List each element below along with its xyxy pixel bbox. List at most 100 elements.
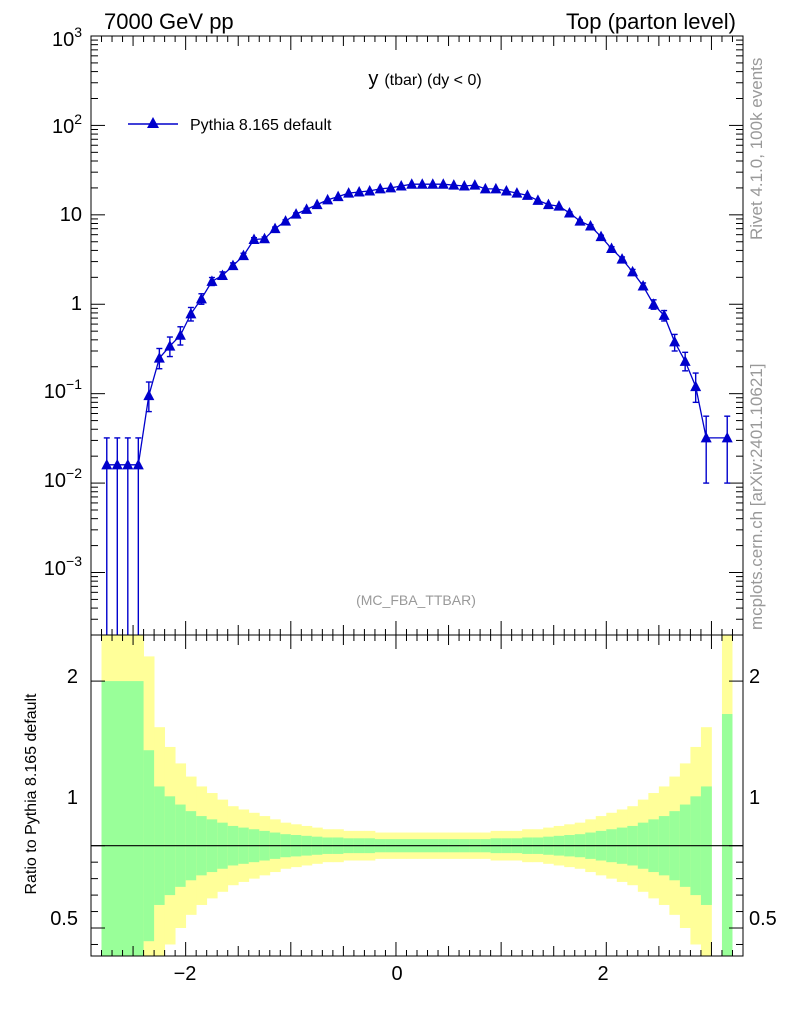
data-point bbox=[311, 198, 323, 210]
band-inner bbox=[101, 681, 144, 956]
ratio-axis-ticks bbox=[90, 635, 744, 956]
xtick-label-minus2: −2 bbox=[174, 963, 197, 985]
xtick-label-2: 2 bbox=[597, 963, 608, 985]
ratio-ytick-1: 1 bbox=[67, 787, 78, 809]
ytick-label-10: 10 bbox=[60, 204, 82, 226]
data-point bbox=[353, 186, 365, 197]
ytick-1e-3-exp: −3 bbox=[66, 553, 82, 569]
series-pythia bbox=[101, 178, 733, 635]
data-point bbox=[343, 187, 355, 198]
data-point bbox=[553, 200, 565, 211]
data-point bbox=[721, 431, 733, 443]
data-point bbox=[164, 340, 176, 351]
data-point bbox=[469, 179, 481, 190]
data-point bbox=[585, 220, 597, 231]
data-point bbox=[101, 458, 113, 470]
legend: Pythia 8.165 default bbox=[128, 117, 332, 134]
ytick-1e-1-exp: −1 bbox=[66, 376, 82, 392]
plot-title-suffix: (tbar) (dy < 0) bbox=[384, 72, 481, 89]
data-point bbox=[511, 187, 523, 198]
ytick-1e2-exp: 2 bbox=[74, 111, 82, 127]
data-point bbox=[595, 230, 607, 242]
data-point bbox=[122, 458, 134, 470]
rivet-label: Rivet 4.1.0, 100k events bbox=[747, 58, 766, 240]
data-point bbox=[322, 193, 334, 205]
energy-label: 7000 GeV pp bbox=[104, 9, 234, 34]
data-point bbox=[374, 182, 386, 194]
ratio-ytick-0.5: 0.5 bbox=[50, 908, 78, 930]
data-point bbox=[669, 335, 681, 347]
data-point bbox=[332, 190, 344, 202]
data-point bbox=[206, 275, 218, 286]
data-point bbox=[448, 179, 460, 190]
ytick-label-1e-3: 10−3 bbox=[44, 553, 82, 580]
data-point bbox=[700, 431, 712, 443]
data-point bbox=[185, 307, 197, 319]
data-point bbox=[532, 194, 544, 205]
mcplots-label: mcplots.cern.ch [arXiv:2401.10621] bbox=[747, 364, 766, 630]
main-panel: 10−3 10−2 10−1 1 10 102 103 y (tbar) (dy … bbox=[44, 24, 744, 636]
data-point bbox=[290, 208, 302, 219]
data-point bbox=[364, 184, 376, 196]
data-point bbox=[658, 309, 670, 320]
data-point bbox=[174, 329, 186, 340]
data-point bbox=[237, 249, 249, 261]
data-point bbox=[521, 189, 533, 200]
data-point bbox=[690, 380, 702, 392]
series-line bbox=[106, 183, 728, 466]
data-point bbox=[259, 232, 271, 244]
data-point bbox=[195, 292, 207, 304]
ratio-panel: 0.5 1 2 0.5 1 2 −2 0 2 Ratio to Pythia 8… bbox=[23, 634, 777, 985]
data-point bbox=[574, 215, 586, 226]
data-point bbox=[406, 178, 418, 189]
ratio-ytick-2: 2 bbox=[67, 666, 78, 688]
process-label: Top (parton level) bbox=[566, 9, 736, 34]
data-point bbox=[679, 355, 691, 366]
ytick-1e2-base: 10 bbox=[52, 116, 74, 138]
data-point bbox=[616, 253, 628, 264]
plot-title-main: y bbox=[368, 68, 378, 90]
ratio-ylabel: Ratio to Pythia 8.165 default bbox=[23, 693, 40, 895]
data-point bbox=[132, 458, 144, 470]
band-inner bbox=[721, 714, 733, 956]
data-point bbox=[143, 389, 155, 401]
ytick-label-1e3: 103 bbox=[52, 24, 82, 51]
data-point bbox=[563, 206, 575, 218]
ytick-1e-2-exp: −2 bbox=[66, 465, 82, 481]
ytick-label-1: 1 bbox=[71, 293, 82, 315]
ratio-bands bbox=[101, 635, 733, 956]
ytick-1e-3-base: 10 bbox=[44, 558, 66, 580]
data-point bbox=[479, 182, 491, 194]
data-point bbox=[437, 178, 449, 189]
ratio-ytick-right-2: 2 bbox=[749, 666, 760, 688]
data-point bbox=[427, 178, 439, 189]
ytick-1e3-exp: 3 bbox=[74, 24, 82, 40]
ytick-1e-2-base: 10 bbox=[44, 470, 66, 492]
ratio-ytick-right-0.5: 0.5 bbox=[749, 908, 777, 930]
data-point bbox=[458, 180, 470, 191]
data-point bbox=[395, 180, 407, 191]
data-point bbox=[637, 279, 649, 291]
data-point bbox=[153, 352, 165, 363]
data-point bbox=[606, 242, 618, 254]
data-point bbox=[542, 198, 554, 210]
data-point bbox=[385, 181, 397, 193]
data-point bbox=[248, 233, 260, 244]
main-axis-ticks bbox=[90, 35, 744, 636]
data-point bbox=[648, 298, 660, 309]
xtick-label-0: 0 bbox=[391, 963, 402, 985]
data-point bbox=[269, 222, 281, 234]
ytick-label-1e2: 102 bbox=[52, 111, 82, 138]
data-point bbox=[416, 178, 428, 189]
data-point bbox=[111, 458, 123, 470]
data-point bbox=[490, 182, 502, 194]
ytick-1e3-base: 10 bbox=[52, 29, 74, 51]
data-point bbox=[216, 269, 228, 280]
ytick-1e-1-base: 10 bbox=[44, 381, 66, 403]
analysis-note: (MC_FBA_TTBAR) bbox=[356, 592, 476, 608]
data-point bbox=[227, 259, 239, 271]
main-frame bbox=[90, 35, 744, 636]
data-point bbox=[500, 184, 512, 196]
data-point bbox=[280, 215, 292, 226]
